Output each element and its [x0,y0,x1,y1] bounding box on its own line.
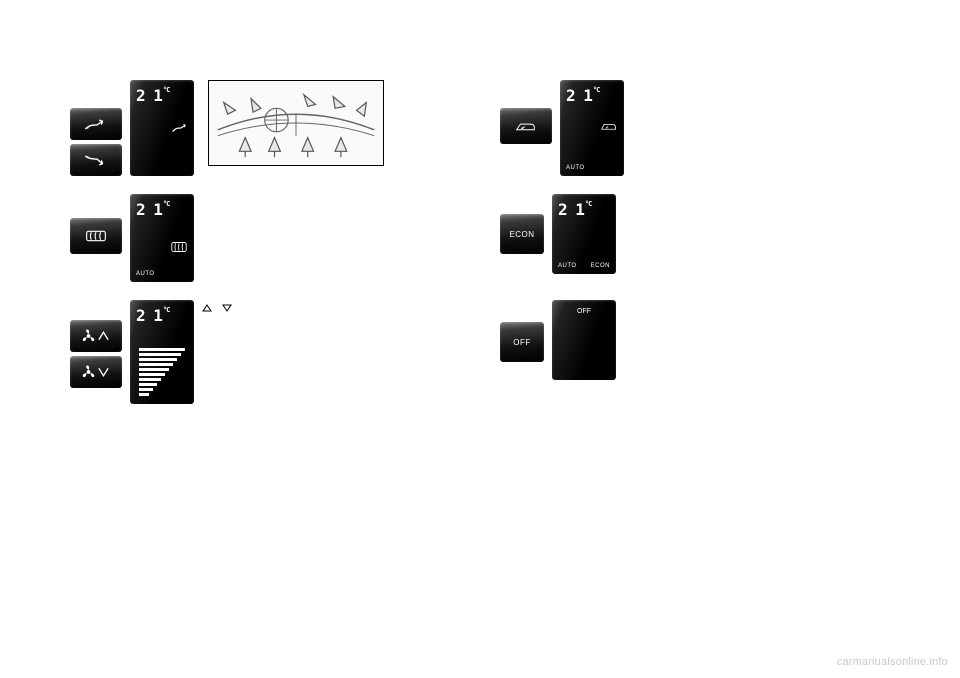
fan-up-icon [82,327,110,345]
row-econ: ECON 2 1°C AUTO ECON [500,194,890,274]
rear-defrost-button[interactable] [70,218,122,254]
rear-defrost-buttons [70,218,122,254]
auto-label: AUTO [558,263,577,269]
auto-label: AUTO [136,271,155,277]
air-upper-glyph-icon [170,120,188,141]
car-profile-glyph-icon [600,118,618,139]
fan-down-button[interactable] [70,356,122,388]
temp-readout: 2 1°C [136,86,169,105]
dashboard-illustration [208,80,384,166]
watermark: carmanualsonline.info [837,656,948,668]
air-upper-button[interactable] [70,108,122,140]
right-column: 2 1°C AUTO ECON 2 1°C AUTO ECON OFF [500,80,890,398]
temp-readout: 2 1°C [136,200,169,219]
manual-page: 2 1°C [0,0,960,678]
air-dist-buttons [70,108,122,176]
display-recirc: 2 1°C AUTO [560,80,624,176]
display-econ: 2 1°C AUTO ECON [552,194,616,274]
row-rear-defrost: 2 1°C AUTO [70,194,470,282]
air-lower-button[interactable] [70,144,122,176]
rear-defrost-icon [82,227,110,245]
recirc-button[interactable] [500,108,552,144]
temp-readout: 2 1°C [558,200,591,219]
air-upper-icon [82,115,110,133]
fan-down-icon [82,363,110,381]
temp-readout: 2 1°C [566,86,599,105]
off-buttons: OFF [500,322,544,362]
fan-bars [139,346,185,396]
off-label: OFF [577,308,591,315]
fan-text [202,300,470,315]
row-off: OFF OFF [500,300,890,380]
econ-buttons: ECON [500,214,544,254]
auto-label: AUTO [566,165,585,171]
fan-up-button[interactable] [70,320,122,352]
display-fan-speed: 2 1°C [130,300,194,404]
up-triangle-icon [202,303,212,315]
econ-label: ECON [591,263,610,269]
display-air-distribution: 2 1°C [130,80,194,176]
fan-buttons [70,320,122,388]
recirc-icon [512,117,540,135]
down-triangle-icon [222,303,232,315]
rear-defrost-glyph-icon [170,239,188,260]
display-off: OFF [552,300,616,380]
air-lower-icon [82,151,110,169]
recirc-buttons [500,108,552,144]
row-fan-speed: 2 1°C [70,300,470,404]
off-button[interactable]: OFF [500,322,544,362]
econ-button[interactable]: ECON [500,214,544,254]
display-rear-defrost: 2 1°C AUTO [130,194,194,282]
row-recirculation: 2 1°C AUTO [500,80,890,176]
row-air-distribution: 2 1°C [70,80,470,176]
left-column: 2 1°C [70,80,470,422]
temp-readout: 2 1°C [136,306,169,325]
